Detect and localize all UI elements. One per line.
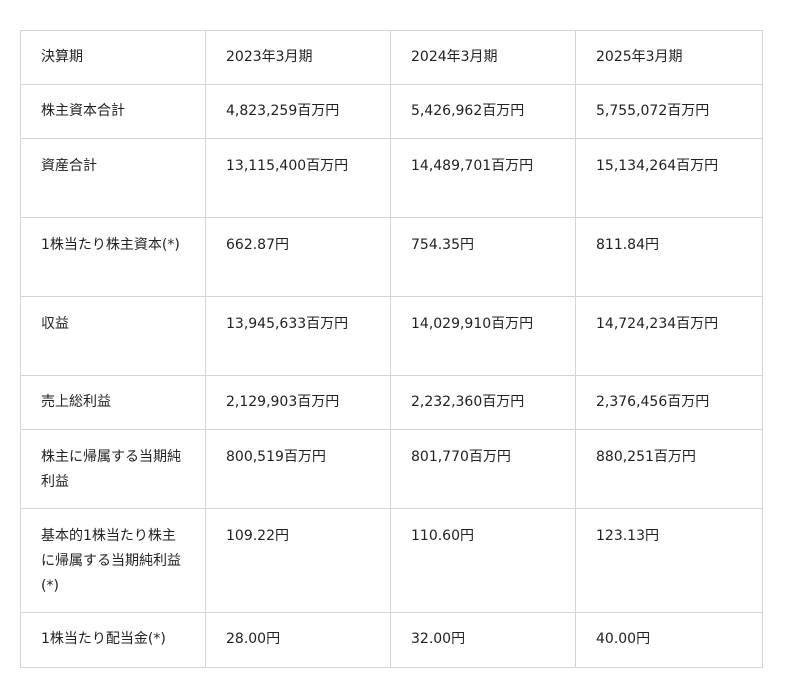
value-cell: 2,129,903百万円 (205, 375, 391, 430)
row-label-cell: 基本的1株当たり株主に帰属する当期純利益(*) (20, 508, 206, 613)
row-label-cell: 1株当たり株主資本(*) (20, 217, 206, 297)
value-cell: 40.00円 (575, 612, 763, 668)
row-label-cell: 株主資本合計 (20, 84, 206, 139)
row-label-cell: 株主に帰属する当期純利益 (20, 429, 206, 509)
value-cell: 662.87円 (205, 217, 391, 297)
table-header-row: 決算期 2023年3月期 2024年3月期 2025年3月期 (20, 30, 763, 85)
value-cell: 5,755,072百万円 (575, 84, 763, 139)
value-cell: 2,376,456百万円 (575, 375, 763, 430)
value-cell: 14,724,234百万円 (575, 296, 763, 376)
header-period-cell: 2024年3月期 (390, 30, 576, 85)
value-cell: 123.13円 (575, 508, 763, 613)
value-cell: 800,519百万円 (205, 429, 391, 509)
value-cell: 4,823,259百万円 (205, 84, 391, 139)
value-cell: 811.84円 (575, 217, 763, 297)
value-cell: 2,232,360百万円 (390, 375, 576, 430)
table-row: 売上総利益 2,129,903百万円 2,232,360百万円 2,376,456百万… (20, 375, 763, 430)
header-label-cell: 決算期 (20, 30, 206, 85)
table-row: 資産合計 13,115,400百万円 14,489,701百万円 15,134,264… (20, 138, 763, 218)
value-cell: 754.35円 (390, 217, 576, 297)
value-cell: 109.22円 (205, 508, 391, 613)
table-row: 株主に帰属する当期純利益 800,519百万円 801,770百万円 880,251百… (20, 429, 763, 509)
row-label-cell: 収益 (20, 296, 206, 376)
value-cell: 110.60円 (390, 508, 576, 613)
row-label-cell: 資産合計 (20, 138, 206, 218)
table-row: 株主資本合計 4,823,259百万円 5,426,962百万円 5,755,072百… (20, 84, 763, 139)
value-cell: 28.00円 (205, 612, 391, 668)
value-cell: 5,426,962百万円 (390, 84, 576, 139)
header-period-cell: 2025年3月期 (575, 30, 763, 85)
row-label-cell: 1株当たり配当金(*) (20, 612, 206, 668)
header-period-cell: 2023年3月期 (205, 30, 391, 85)
table-row: 1株当たり株主資本(*) 662.87円 754.35円 811.84円 (20, 217, 763, 297)
value-cell: 880,251百万円 (575, 429, 763, 509)
table-row: 基本的1株当たり株主に帰属する当期純利益(*) 109.22円 110.60円 123… (20, 508, 763, 613)
table-row: 1株当たり配当金(*) 28.00円 32.00円 40.00円 (20, 612, 763, 668)
value-cell: 14,029,910百万円 (390, 296, 576, 376)
financial-table: 決算期 2023年3月期 2024年3月期 2025年3月期 株主資本合計 4,823,2… (20, 30, 763, 668)
value-cell: 13,945,633百万円 (205, 296, 391, 376)
value-cell: 13,115,400百万円 (205, 138, 391, 218)
value-cell: 14,489,701百万円 (390, 138, 576, 218)
row-label-cell: 売上総利益 (20, 375, 206, 430)
table-row: 収益 13,945,633百万円 14,029,910百万円 14,724,234百万… (20, 296, 763, 376)
value-cell: 32.00円 (390, 612, 576, 668)
value-cell: 801,770百万円 (390, 429, 576, 509)
value-cell: 15,134,264百万円 (575, 138, 763, 218)
